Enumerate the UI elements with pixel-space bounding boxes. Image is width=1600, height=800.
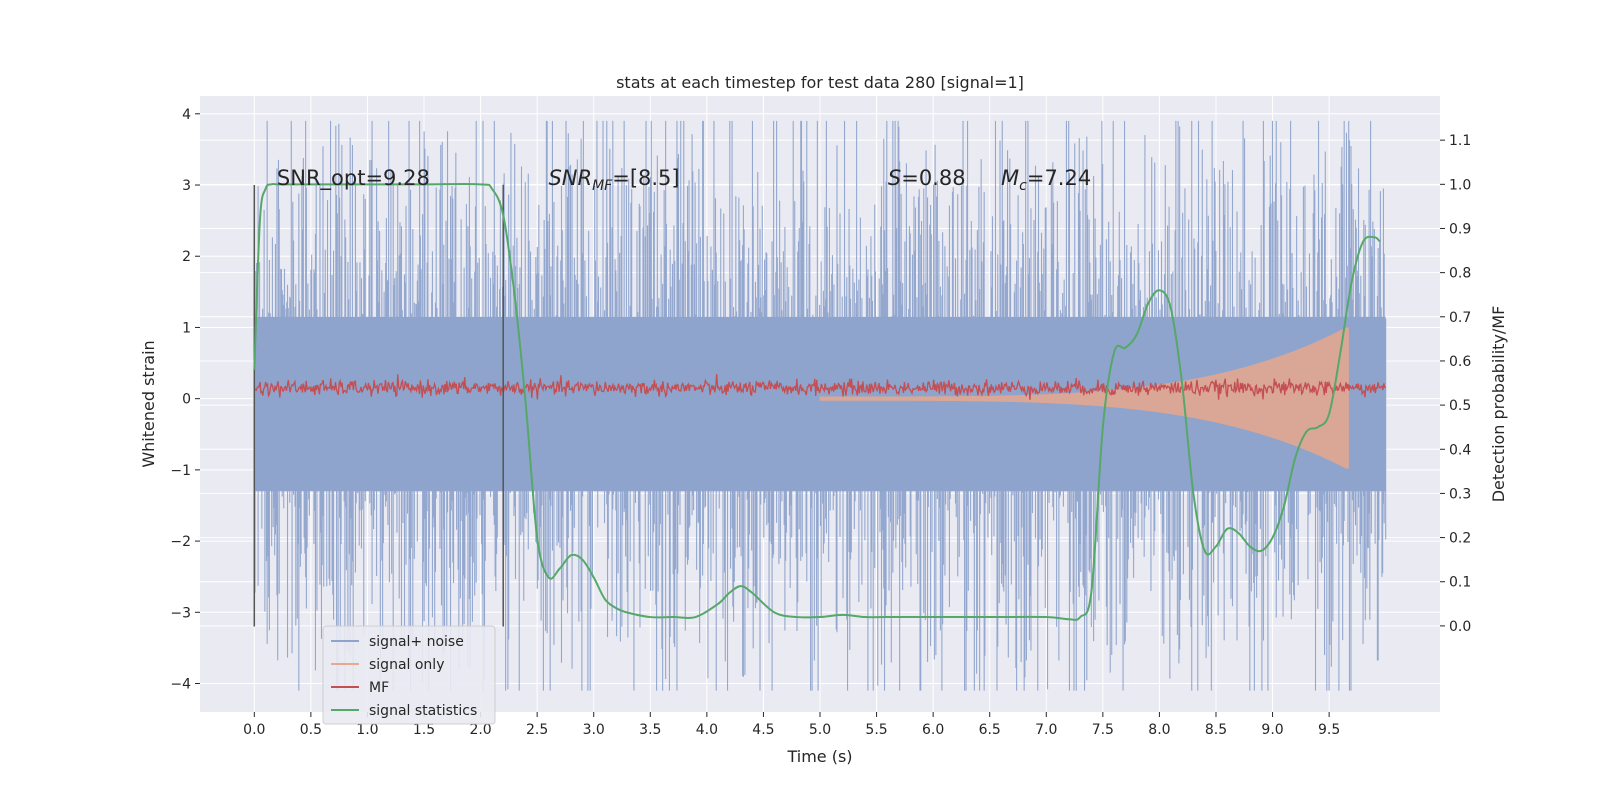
y2-tick-label-0: 0.0 [1449,619,1471,635]
signal-statistics-line [253,182,1381,621]
y2-tick-label-6: 0.6 [1449,354,1471,370]
y-tick-label-3: −1 [170,463,191,479]
x-tick-label-6: 3.0 [583,722,605,738]
annotation-2: S=0.88 [888,166,966,190]
signal-only-line [819,327,1349,469]
legend-label-0: signal+ noise [369,634,464,650]
y2-tick-label-10: 1.0 [1449,177,1471,193]
x-tick-label-1: 0.5 [300,722,322,738]
signal-only-series [819,327,1349,469]
y2-tick-label-11: 1.1 [1449,133,1471,149]
x-tick-label-9: 4.5 [752,722,774,738]
x-tick-label-8: 4.0 [696,722,718,738]
x-tick-label-19: 9.5 [1318,722,1340,738]
y2-ticks: 0.0 0.1 0.2 0.3 0.4 0.5 0.6 0.7 0.8 0.9 1.0 1.1 [1440,133,1471,635]
x-tick-label-17: 8.5 [1205,722,1227,738]
x-tick-label-11: 5.5 [865,722,887,738]
mf-line [253,374,1387,400]
x-tick-label-12: 6.0 [922,722,944,738]
y-tick-label-1: −3 [170,605,191,621]
mf-series [253,374,1387,400]
y2-tick-label-4: 0.4 [1449,442,1471,458]
signal-statistics-series [253,182,1381,621]
x-axis-label: Time (s) [786,747,852,766]
y2-tick-label-9: 0.9 [1449,221,1471,237]
y2-tick-label-2: 0.2 [1449,531,1471,547]
y-tick-label-2: −2 [170,534,191,550]
x-tick-label-18: 9.0 [1261,722,1283,738]
x-tick-label-13: 6.5 [979,722,1001,738]
x-tick-label-7: 3.5 [639,722,661,738]
x-tick-label-15: 7.5 [1092,722,1114,738]
x-tick-label-2: 1.0 [356,722,378,738]
y-tick-label-0: −4 [170,677,191,693]
y2-axis-label: Detection probability/MF [1489,306,1508,503]
y-tick-label-4: 0 [182,392,191,408]
chart-title: stats at each timestep for test data 280… [616,73,1024,92]
x-tick-label-10: 5.0 [809,722,831,738]
y-axis-label: Whitened strain [139,340,158,467]
y-ticks: −4 −3 −2 −1 0 1 2 3 4 [170,107,200,693]
legend-box [322,625,496,725]
x-tick-label-0: 0.0 [243,722,265,738]
annotation-1: SNRMF=[8.5] [548,166,679,194]
y-tick-label-6: 2 [182,249,191,265]
annotation-3: Mc=7.24 [1001,166,1091,194]
legend-label-1: signal only [369,657,444,673]
annotations: SNR_opt=9.28 SNRMF=[8.5] S=0.88 Mc=7.24 [277,166,1091,194]
x-tick-label-14: 7.0 [1035,722,1057,738]
y2-tick-label-3: 0.3 [1449,486,1471,502]
legend-label-2: MF [369,680,389,696]
legend: signal+ noise signal only MF signal statist… [322,625,496,725]
annotation-0: SNR_opt=9.28 [277,166,430,191]
vertical-markers [253,185,504,627]
y2-tick-label-1: 0.1 [1449,575,1471,591]
y-tick-label-7: 3 [182,178,191,194]
y-tick-label-5: 1 [182,320,191,336]
x-tick-label-3: 1.5 [413,722,435,738]
x-ticks: 0.0 0.5 1.0 1.5 2.0 2.5 3.0 3.5 4.0 4.5 5.0 5.5 6.0 6… [243,712,1340,738]
legend-label-3: signal statistics [369,703,477,719]
x-tick-label-16: 8.0 [1148,722,1170,738]
y2-tick-label-8: 0.8 [1449,266,1471,282]
y-tick-label-8: 4 [182,107,191,123]
y2-tick-label-7: 0.7 [1449,310,1471,326]
x-tick-label-4: 2.0 [469,722,491,738]
y2-tick-label-5: 0.5 [1449,398,1471,414]
x-tick-label-5: 2.5 [526,722,548,738]
